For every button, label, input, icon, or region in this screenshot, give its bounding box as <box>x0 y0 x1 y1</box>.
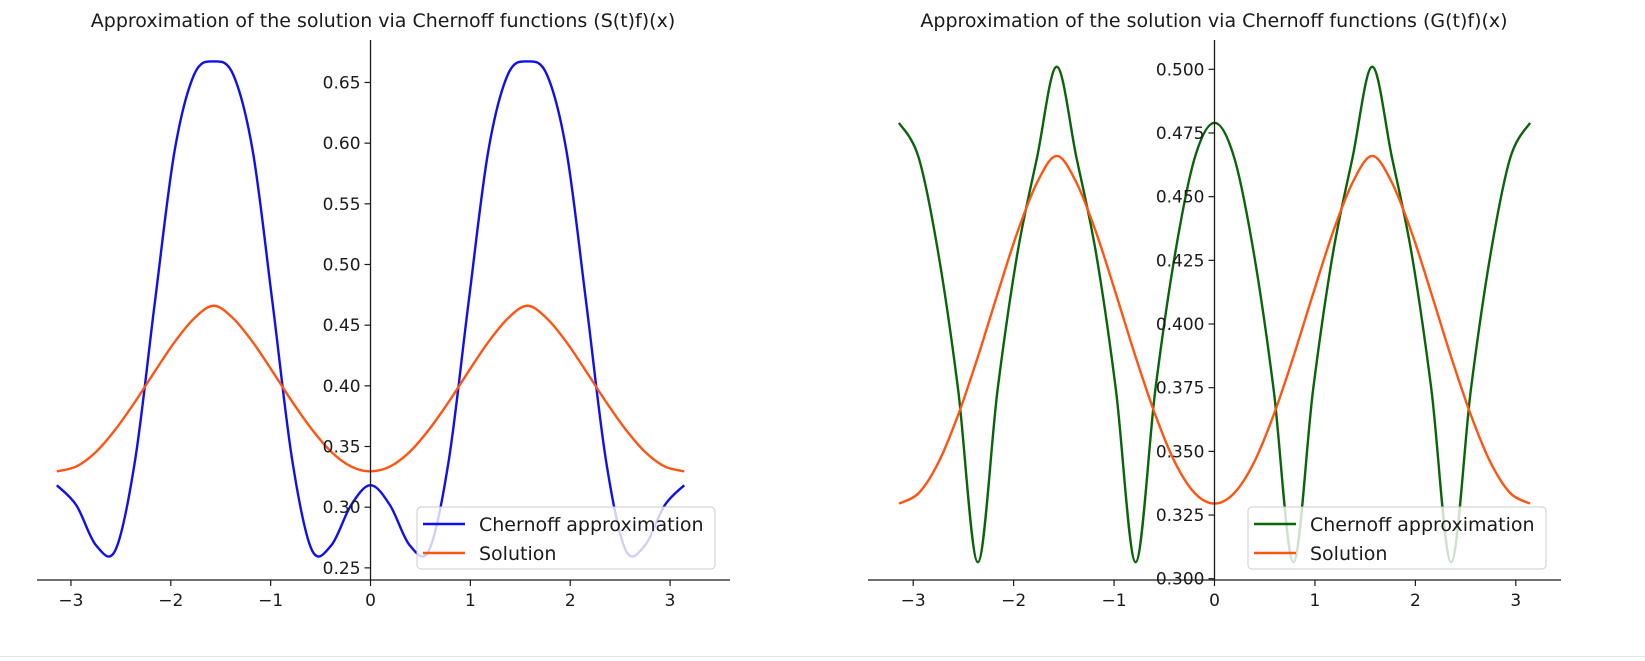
y-tick-label: 0.45 <box>323 316 361 336</box>
x-tick-label: 0 <box>1209 591 1220 611</box>
chart-title: Approximation of the solution via Cherno… <box>920 10 1507 32</box>
x-tick-label: 0 <box>365 591 376 611</box>
y-tick-label: 0.35 <box>323 438 361 458</box>
y-tick-label: 0.300 <box>1156 570 1205 590</box>
y-tick-label: 0.450 <box>1156 188 1205 208</box>
legend-frame <box>416 506 716 570</box>
chart-panel-g: Approximation of the solution via Cherno… <box>868 10 1561 611</box>
y-tick-label: 0.425 <box>1156 251 1205 271</box>
legend: Chernoff approximation Solution <box>416 506 716 570</box>
x-tick-label: 1 <box>1310 591 1321 611</box>
chart-title: Approximation of the solution via Cherno… <box>91 10 675 32</box>
y-tick-label: 0.325 <box>1156 506 1205 526</box>
x-tick-label: 2 <box>1410 591 1421 611</box>
legend-label: Solution <box>1310 543 1387 565</box>
legend-label: Chernoff approximation <box>1310 514 1535 536</box>
x-tick-label: −1 <box>1102 591 1127 611</box>
x-tick-label: 1 <box>465 591 476 611</box>
y-tick-label: 0.400 <box>1156 315 1205 335</box>
bottom-divider <box>0 656 1645 657</box>
y-tick-label: 0.55 <box>323 195 361 215</box>
legend: Chernoff approximation Solution <box>1247 506 1547 570</box>
y-tick-label: 0.375 <box>1156 379 1205 399</box>
x-tick-label: −1 <box>258 591 283 611</box>
y-tick-label: 0.50 <box>323 255 361 275</box>
legend-label: Solution <box>479 543 556 565</box>
x-tick-label: −3 <box>901 591 926 611</box>
legend-frame <box>1247 506 1547 570</box>
x-tick-label: 3 <box>1510 591 1521 611</box>
x-tick-label: −3 <box>58 591 83 611</box>
x-tick-label: 3 <box>665 591 676 611</box>
y-tick-label: 0.350 <box>1156 442 1205 462</box>
chart-panel-s: Approximation of the solution via Cherno… <box>37 10 730 611</box>
y-tick-label: 0.60 <box>323 134 361 154</box>
y-tick-label: 0.475 <box>1156 124 1205 144</box>
y-tick-label: 0.500 <box>1156 60 1205 80</box>
y-tick-label: 0.65 <box>323 73 361 93</box>
x-tick-label: −2 <box>158 591 183 611</box>
x-tick-label: 2 <box>565 591 576 611</box>
x-tick-label: −2 <box>1001 591 1026 611</box>
y-tick-label: 0.30 <box>323 498 361 518</box>
y-tick-label: 0.40 <box>323 377 361 397</box>
legend-label: Chernoff approximation <box>479 514 704 536</box>
y-tick-label: 0.25 <box>323 559 361 579</box>
